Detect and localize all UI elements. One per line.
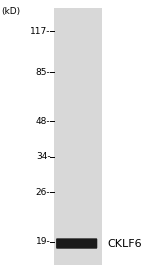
Text: CKLF6: CKLF6 bbox=[107, 239, 142, 248]
FancyBboxPatch shape bbox=[56, 238, 97, 249]
Bar bbox=[54, 8, 102, 265]
Text: 117-: 117- bbox=[30, 27, 50, 36]
Text: 26-: 26- bbox=[36, 188, 50, 197]
Text: 34-: 34- bbox=[36, 153, 50, 161]
Text: 85-: 85- bbox=[36, 68, 50, 77]
Text: (kD): (kD) bbox=[1, 7, 21, 16]
Text: 48-: 48- bbox=[36, 117, 50, 126]
Text: 19-: 19- bbox=[36, 237, 50, 246]
